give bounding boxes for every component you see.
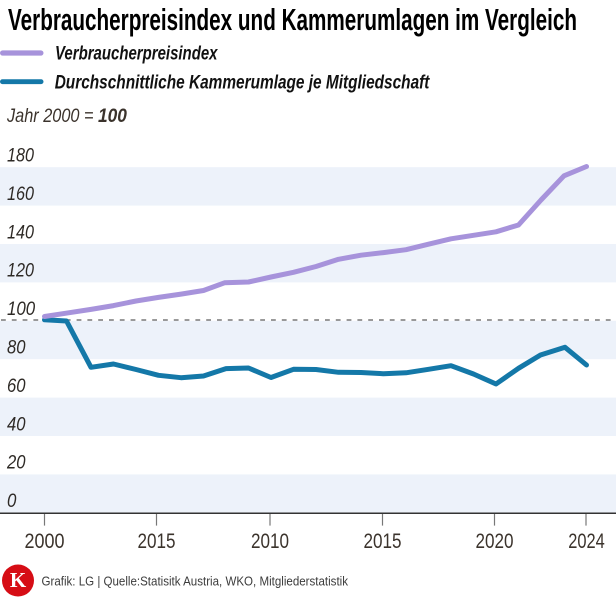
svg-text:K: K [10,568,27,592]
svg-text:140: 140 [7,222,34,243]
svg-text:2015: 2015 [364,529,402,553]
svg-text:80: 80 [7,338,26,359]
svg-text:2024: 2024 [568,529,605,553]
svg-text:20: 20 [6,453,26,474]
svg-text:2015: 2015 [138,529,176,553]
svg-text:160: 160 [7,184,34,205]
svg-text:2000: 2000 [25,529,65,553]
svg-text:0: 0 [7,491,17,512]
svg-text:100: 100 [7,299,36,320]
svg-text:180: 180 [7,146,34,167]
svg-text:120: 120 [7,261,34,282]
svg-text:Verbraucherpreisindex und Kamm: Verbraucherpreisindex und Kammerumlagen … [8,2,577,37]
svg-text:100: 100 [98,106,127,127]
svg-text:2020: 2020 [476,529,514,553]
svg-text:Verbraucherpreisindex: Verbraucherpreisindex [55,44,219,65]
svg-text:40: 40 [7,414,26,435]
svg-text:2010: 2010 [251,529,289,553]
svg-text:Durchschnittliche Kammerumlage: Durchschnittliche Kammerumlage je Mitgli… [55,72,430,93]
svg-text:Jahr 2000 =: Jahr 2000 = [6,106,98,127]
svg-text:60: 60 [7,376,26,397]
svg-text:Grafik: LG | Quelle:Statisitk: Grafik: LG | Quelle:Statisitk Austria, W… [42,573,349,588]
